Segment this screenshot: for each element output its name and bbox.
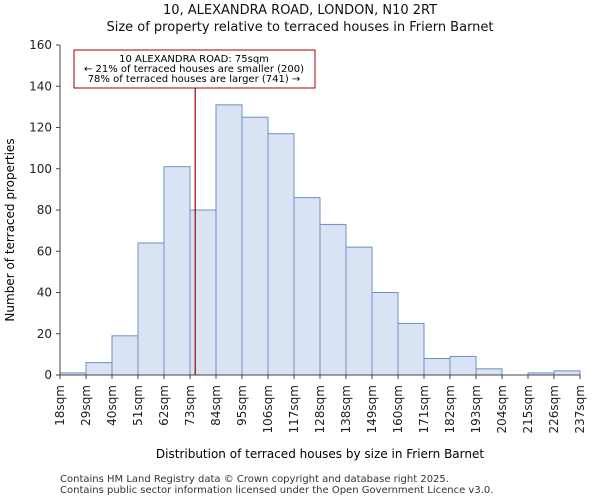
chart-title: 10, ALEXANDRA ROAD, LONDON, N10 2RT	[162, 3, 438, 18]
y-tick-label: 0	[44, 368, 52, 382]
x-tick-label: 193sqm	[469, 385, 483, 433]
chart-subtitle: Size of property relative to terraced ho…	[106, 20, 494, 35]
x-tick-label: 84sqm	[209, 385, 223, 426]
bar-106sqm	[267, 133, 295, 376]
y-axis-label: Number of terraced properties	[3, 138, 17, 321]
x-tick-label: 237sqm	[573, 385, 587, 433]
footer-line-2: Contains public sector information licen…	[60, 485, 494, 496]
bar-193sqm	[475, 368, 503, 376]
x-tick-label: 29sqm	[79, 385, 93, 426]
x-axis-label: Distribution of terraced houses by size …	[156, 447, 484, 461]
y-tick-label: 60	[37, 244, 52, 258]
x-tick-label: 171sqm	[417, 385, 431, 433]
y-tick-label: 120	[29, 121, 52, 135]
x-tick-label: 182sqm	[443, 385, 457, 433]
bar-171sqm	[423, 358, 451, 376]
x-tick-label: 226sqm	[547, 385, 561, 433]
x-tick-label: 117sqm	[287, 385, 301, 433]
y-tick-label: 40	[37, 286, 52, 300]
bar-73sqm	[189, 209, 217, 376]
annotation-line-2: ← 21% of terraced houses are smaller (20…	[84, 64, 304, 75]
y-tick-label: 20	[37, 327, 52, 341]
x-tick-label: 138sqm	[339, 385, 353, 433]
y-tick-label: 140	[29, 79, 52, 93]
bar-149sqm	[371, 292, 399, 376]
x-tick-label: 40sqm	[105, 385, 119, 426]
x-tick-label: 149sqm	[365, 385, 379, 433]
x-tick-label: 18sqm	[53, 385, 67, 426]
y-tick-label: 100	[29, 162, 52, 176]
y-tick-label: 80	[37, 203, 52, 217]
x-tick-label: 62sqm	[157, 385, 171, 426]
x-tick-label: 160sqm	[391, 385, 405, 433]
x-tick-label: 51sqm	[131, 385, 145, 426]
bar-226sqm	[553, 370, 581, 376]
x-tick-label: 204sqm	[495, 385, 509, 433]
x-tick-label: 73sqm	[183, 385, 197, 426]
bar-182sqm	[449, 355, 477, 376]
bar-40sqm	[111, 335, 139, 376]
bar-128sqm	[319, 223, 347, 376]
x-tick-label: 95sqm	[235, 385, 249, 426]
annotation-box	[73, 49, 316, 89]
annotation-line-3: 78% of terraced houses are larger (741) …	[88, 74, 301, 85]
x-tick-label: 215sqm	[521, 385, 535, 433]
x-tick-label: 128sqm	[313, 385, 327, 433]
x-tick-label: 106sqm	[261, 385, 275, 433]
bar-95sqm	[241, 116, 269, 376]
footer-line-1: Contains HM Land Registry data © Crown c…	[60, 474, 449, 485]
bar-160sqm	[397, 322, 425, 376]
bar-84sqm	[215, 104, 243, 376]
bar-62sqm	[163, 166, 191, 376]
bar-29sqm	[85, 362, 113, 376]
y-tick-label: 160	[29, 38, 52, 52]
bar-51sqm	[137, 242, 165, 376]
annotation-line-1: 10 ALEXANDRA ROAD: 75sqm	[119, 54, 269, 65]
bar-138sqm	[345, 246, 373, 376]
bar-117sqm	[293, 197, 321, 376]
